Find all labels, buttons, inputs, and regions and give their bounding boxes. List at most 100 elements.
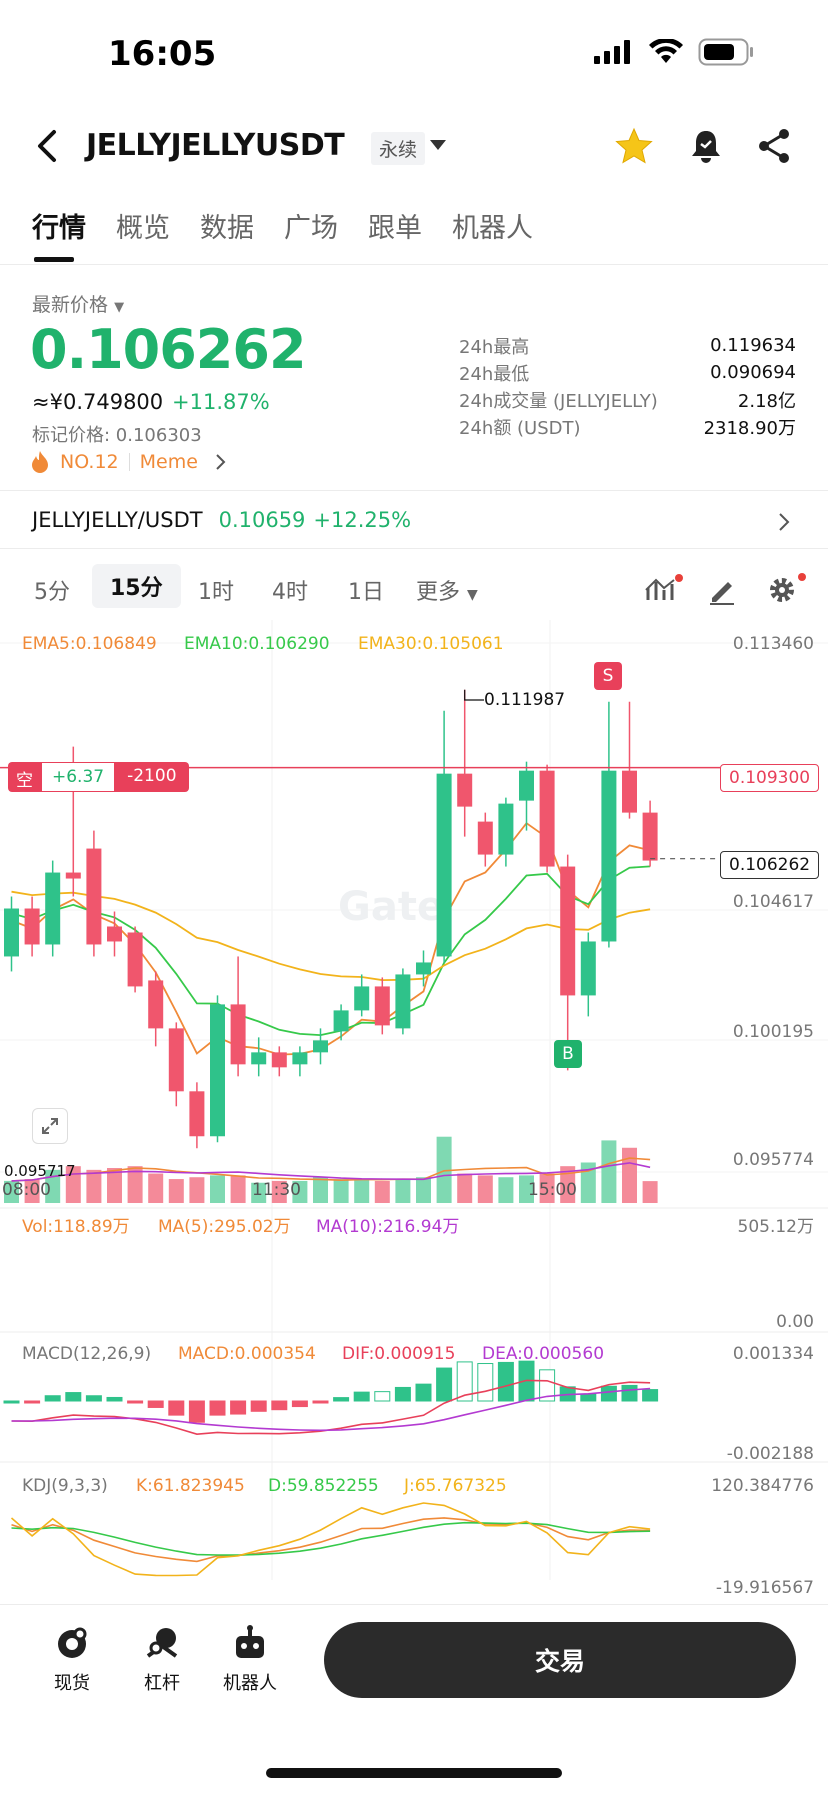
price-alert-bell-icon[interactable]	[686, 126, 726, 166]
ema-line	[11, 865, 651, 1037]
y-label-1: 0.113460	[732, 634, 814, 654]
bottom-divider	[0, 1604, 828, 1605]
macd-histogram-bar	[621, 1384, 638, 1402]
low-price-marker: 0.095717	[4, 1162, 76, 1180]
tab-data[interactable]: 数据	[200, 213, 254, 244]
volume-bar	[271, 1180, 287, 1203]
macd-histogram-bar	[394, 1386, 411, 1402]
kdj-line	[11, 1517, 651, 1563]
share-icon[interactable]	[754, 126, 794, 166]
tf-15m[interactable]: 15分	[92, 564, 181, 608]
rank-row[interactable]: NO.12 Meme	[30, 450, 228, 474]
volume-bar	[86, 1169, 102, 1203]
indicator-icon[interactable]	[644, 574, 684, 606]
nav-spot[interactable]: 现货	[32, 1624, 112, 1695]
volume-bar	[230, 1175, 246, 1203]
wifi-icon	[649, 39, 683, 63]
ema-line	[11, 890, 651, 982]
latest-price-label[interactable]: 最新价格 ▼	[32, 294, 125, 316]
position-tag[interactable]: 空 +6.37 -2100	[8, 762, 189, 792]
chart-watermark: Gate	[338, 884, 444, 930]
expand-icon	[42, 1118, 58, 1134]
signal-icon	[594, 40, 630, 64]
position-price-tag: 0.109300	[720, 764, 820, 792]
macd-histogram-bar	[3, 1400, 20, 1404]
spot-icon	[58, 1627, 87, 1658]
tab-market[interactable]: 行情	[32, 213, 86, 244]
volume-bar	[374, 1180, 390, 1203]
y-label-4: 0.095774	[732, 1150, 814, 1170]
macd-histogram-bar	[168, 1400, 185, 1416]
tf-4h[interactable]: 4时	[272, 580, 308, 605]
candle-body	[313, 1040, 328, 1053]
expand-chart-button[interactable]	[32, 1108, 68, 1144]
kdj-line	[11, 1521, 651, 1556]
macd-histogram-bar	[415, 1383, 432, 1402]
macd-histogram-bar	[436, 1367, 453, 1402]
tab-copy-trading[interactable]: 跟单	[368, 213, 422, 244]
kdj-min-label: -19.916567	[715, 1578, 814, 1598]
volume-ma-line	[11, 1162, 651, 1182]
chart-settings-gear-icon[interactable]	[764, 572, 808, 606]
dea-value: DEA:0.000560	[482, 1344, 605, 1364]
kdj-panel	[10, 1502, 651, 1577]
back-icon[interactable]	[28, 126, 68, 166]
macd-histogram-bar	[127, 1400, 144, 1404]
candle-body	[107, 926, 122, 942]
vol-ma5-label: MA(5):295.02万	[158, 1217, 291, 1237]
macd-histogram-bar	[600, 1385, 617, 1402]
kdj-max-label: 120.384776	[711, 1476, 814, 1496]
candle-body	[374, 986, 390, 1026]
kdj-k-value: K:61.823945	[136, 1476, 245, 1496]
macd-histogram-bar	[271, 1400, 288, 1411]
tab-bots[interactable]: 机器人	[452, 213, 533, 244]
nav-bots[interactable]: 机器人	[210, 1624, 290, 1695]
volume-bar	[560, 1166, 576, 1203]
pair-title[interactable]: JELLYJELLYUSDT	[86, 128, 345, 163]
candles	[4, 689, 658, 1149]
candle-body	[498, 803, 514, 855]
macd-histogram-bar	[456, 1361, 473, 1402]
buy-marker[interactable]: B	[554, 1040, 582, 1068]
macd-histogram-bar	[333, 1397, 350, 1402]
tf-more[interactable]: 更多 ▼	[416, 580, 478, 605]
kdj-line	[10, 1502, 651, 1577]
tab-overview[interactable]: 概览	[116, 213, 170, 244]
tab-square[interactable]: 广场	[284, 213, 338, 244]
volume-bar	[519, 1175, 534, 1203]
candle-body	[4, 908, 19, 957]
volume-bar	[292, 1180, 308, 1203]
trade-button[interactable]: 交易	[324, 1622, 796, 1698]
macd-histogram-bar	[85, 1395, 102, 1402]
stat-volume: 24h成交量 (JELLYJELLY) 2.18亿	[459, 390, 796, 412]
candle-body	[477, 821, 493, 855]
tf-1d[interactable]: 1日	[348, 580, 384, 605]
vol-ma10-label: MA(10):216.94万	[316, 1217, 460, 1237]
last-price: 0.106262	[30, 318, 307, 381]
tf-5m[interactable]: 5分	[34, 580, 70, 605]
favorite-star-icon[interactable]	[614, 126, 654, 166]
sell-marker[interactable]: S	[594, 662, 622, 690]
spot-pair-row[interactable]: JELLYJELLY/USDT 0.10659 +12.25%	[32, 508, 411, 532]
ema30-label: EMA30:0.105061	[358, 634, 504, 654]
kline-chart[interactable]: Gate	[0, 620, 828, 1600]
cny-price: ≈¥0.749800	[32, 390, 164, 414]
macd-histogram-bar	[477, 1363, 494, 1402]
tf-1h[interactable]: 1时	[198, 580, 234, 605]
volume-bar	[168, 1179, 184, 1203]
volume-bar	[107, 1168, 122, 1203]
candle-body	[436, 773, 452, 957]
macd-histogram-bar	[147, 1400, 164, 1408]
volume-bar	[210, 1175, 225, 1203]
spot-pair-name: JELLYJELLY/USDT	[32, 508, 203, 532]
candle-body	[45, 872, 61, 945]
draw-pen-icon[interactable]	[706, 574, 738, 606]
nav-margin[interactable]: 杠杆	[122, 1624, 202, 1695]
pair-dropdown-caret-icon[interactable]	[430, 140, 446, 150]
volume-bar	[65, 1166, 81, 1203]
status-icons	[594, 38, 754, 66]
chevron-right-icon[interactable]	[776, 512, 792, 532]
candle-body	[230, 1004, 246, 1065]
tabs-divider	[0, 264, 828, 265]
macd-histogram-bar	[539, 1369, 556, 1402]
